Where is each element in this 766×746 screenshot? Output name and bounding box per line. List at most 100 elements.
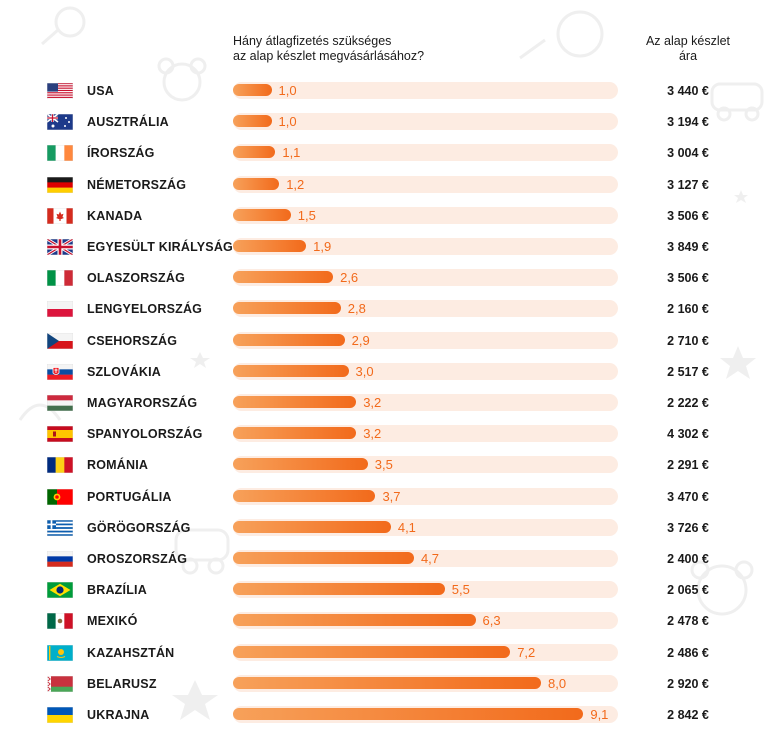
ie-flag-icon (47, 145, 73, 162)
bar (233, 583, 445, 596)
chart-row-usa: USA 1,0 3 440 € (0, 79, 766, 101)
ua-flag-icon (47, 707, 73, 723)
price-label: 2 517 € (667, 364, 709, 379)
data-label: 3,0 (355, 363, 374, 379)
chart-row-ausztralia: AUSZTRÁLIA 1,0 3 194 € (0, 110, 766, 132)
bar-track (233, 238, 618, 255)
bar (233, 396, 357, 408)
mx-flag-icon (47, 613, 73, 630)
chart-row-egyesult-kiralysag: EGYESÜLT KIRÁLYSÁG 1,9 3 849 € (0, 235, 766, 257)
ca-flag-icon (47, 207, 73, 224)
price-label: 2 400 € (667, 552, 709, 566)
bar (233, 489, 376, 502)
price-label: 4 302 € (667, 427, 709, 442)
price-label: 2 710 € (667, 333, 709, 348)
chart-row-olaszorszag: OLASZORSZÁG 2,6 3 506 € (0, 266, 766, 288)
au-flag-icon (47, 114, 73, 131)
chart-row-romania: ROMÁNIA 3,5 2 291 € (0, 453, 766, 475)
category-label: OROSZORSZÁG (87, 552, 188, 566)
chart-row-kanada: KANADA 1,5 3 506 € (0, 204, 766, 226)
bar (233, 177, 280, 190)
data-label: 1,9 (313, 239, 332, 254)
data-label: 1,0 (278, 83, 297, 98)
bar (233, 645, 511, 658)
data-label: 3,5 (374, 457, 393, 473)
chart-row-nemetorszag: NÉMETORSZÁG 1,2 3 127 € (0, 173, 766, 195)
ro-flag-icon (47, 457, 73, 474)
chart-header-right: Az alap készlet ára (630, 34, 746, 64)
sk-flag-icon (47, 363, 73, 380)
data-label: 1,5 (297, 207, 316, 223)
de-flag-icon (47, 176, 73, 193)
us-flag-icon (47, 83, 73, 99)
header-left-line1: Hány átlagfizetés szükséges (233, 34, 392, 48)
data-label: 4,1 (397, 519, 416, 535)
chart-row-csehorszag: CSEHORSZÁG 2,9 2 710 € (0, 329, 766, 351)
bar-track (233, 82, 618, 99)
bar (233, 146, 276, 159)
data-label: 2,6 (340, 270, 359, 286)
category-label: ROMÁNIA (87, 458, 149, 473)
data-label: 4,7 (420, 551, 440, 566)
bar (233, 708, 584, 720)
category-label: ÍRORSZÁG (87, 146, 155, 161)
data-label: 3,7 (382, 488, 401, 504)
bar (233, 115, 272, 128)
br-flag-icon (47, 582, 73, 599)
by-flag-icon (47, 675, 73, 692)
bar (233, 458, 368, 471)
chart-row-oroszorszag: OROSZORSZÁG 4,7 2 400 € (0, 547, 766, 569)
price-label: 2 291 € (667, 458, 709, 473)
data-label: 1,1 (282, 145, 301, 161)
price-label: 3 440 € (667, 84, 709, 98)
data-label: 8,0 (548, 675, 567, 691)
price-label: 3 194 € (667, 115, 709, 130)
price-label: 2 160 € (667, 302, 709, 317)
header-left-line2: az alap készlet megvásárlásához? (233, 49, 425, 63)
chart-row-irorszag: ÍRORSZÁG 1,1 3 004 € (0, 141, 766, 163)
price-label: 2 842 € (667, 708, 709, 722)
bar (233, 271, 334, 284)
category-label: GÖRÖGORSZÁG (87, 520, 191, 535)
chart-header-left: Hány átlagfizetés szükséges az alap kész… (233, 34, 533, 64)
category-label: EGYESÜLT KIRÁLYSÁG (87, 240, 233, 254)
category-label: PORTUGÁLIA (87, 489, 172, 504)
chart-row-portugalia: PORTUGÁLIA 3,7 3 470 € (0, 485, 766, 507)
gb-flag-icon (47, 239, 73, 255)
header-right-line2: ára (678, 49, 698, 63)
bar (233, 84, 272, 96)
chart-row-ukrajna: UKRAJNA 9,1 2 842 € (0, 703, 766, 725)
price-label: 2 920 € (667, 676, 709, 691)
data-label: 2,9 (351, 332, 370, 348)
bar-track (233, 113, 618, 131)
cz-flag-icon (47, 332, 73, 349)
chart-row-mexiko: MEXIKÓ 6,3 2 478 € (0, 609, 766, 631)
data-label: 5,5 (451, 582, 470, 598)
category-label: NÉMETORSZÁG (87, 177, 187, 192)
chart-row-gorogorszag: GÖRÖGORSZÁG 4,1 3 726 € (0, 516, 766, 538)
hu-flag-icon (47, 395, 73, 411)
data-label: 2,8 (347, 301, 366, 317)
category-label: SZLOVÁKIA (87, 364, 162, 379)
category-label: USA (87, 84, 114, 98)
price-label: 3 506 € (667, 208, 709, 223)
bar (233, 240, 307, 252)
price-label: 2 065 € (667, 583, 709, 598)
chart-row-lengyelorszag: LENGYELORSZÁG 2,8 2 160 € (0, 297, 766, 319)
pl-flag-icon (47, 301, 73, 318)
bar (233, 614, 476, 627)
chart-row-szlovakia: SZLOVÁKIA 3,0 2 517 € (0, 360, 766, 382)
es-flag-icon (47, 426, 73, 443)
bar (233, 552, 414, 564)
bar (233, 520, 391, 533)
price-label: 2 486 € (667, 645, 709, 660)
category-label: SPANYOLORSZÁG (87, 427, 203, 442)
bar-track (233, 206, 618, 224)
chart-row-spanyolorszag: SPANYOLORSZÁG 3,2 4 302 € (0, 422, 766, 444)
price-label: 3 127 € (667, 177, 709, 192)
header-right-line1: Az alap készlet (645, 34, 731, 48)
data-label: 3,2 (363, 426, 382, 442)
category-label: CSEHORSZÁG (87, 333, 178, 348)
category-label: LENGYELORSZÁG (87, 302, 203, 317)
category-label: MAGYARORSZÁG (87, 396, 198, 410)
